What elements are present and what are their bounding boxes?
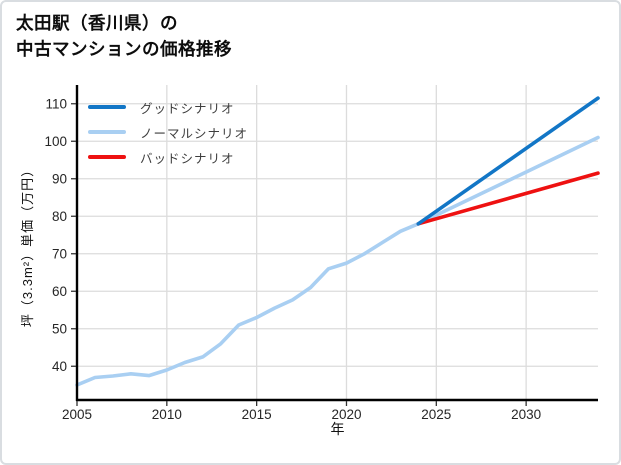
x-tick-label: 2030	[511, 407, 541, 422]
x-tick-label: 2005	[62, 407, 92, 422]
y-tick-label: 100	[44, 134, 67, 149]
legend-item-good-scenario: グッドシナリオ	[88, 99, 248, 116]
y-tick-label: 40	[52, 359, 67, 374]
legend-item-normal-scenario: ノーマルシナリオ	[88, 124, 249, 141]
x-axis-title: 年	[330, 421, 345, 437]
x-tick-label: 2010	[152, 407, 182, 422]
x-tick-label: 2015	[242, 407, 272, 422]
y-tick-label: 60	[52, 284, 67, 299]
y-tick-label: 110	[45, 96, 67, 111]
series-line-good-scenario	[416, 96, 600, 226]
title-line-1: 太田駅（香川県）の	[16, 13, 178, 33]
y-tick-label: 70	[52, 246, 67, 261]
x-tick-label: 2020	[331, 407, 361, 422]
y-tick-label: 50	[52, 321, 67, 336]
legend-label: ノーマルシナリオ	[140, 126, 249, 141]
legend-item-bad-scenario: バッドシナリオ	[88, 149, 248, 166]
legend-swatch-good-line	[88, 105, 126, 109]
legend-swatch-normal-line	[88, 130, 126, 134]
page-title: 太田駅（香川県）の 中古マンションの価格推移	[16, 10, 232, 63]
title-line-2: 中古マンションの価格推移	[16, 39, 232, 60]
legend-label: グッドシナリオ	[140, 101, 235, 116]
legend-label: バッドシナリオ	[140, 151, 235, 166]
legend-swatch-bad-line	[88, 155, 126, 159]
chart-legend: グッドシナリオ ノーマルシナリオ バッドシナリオ	[88, 99, 249, 166]
y-axis-title: 坪（3.3m²）単価（万円）	[20, 162, 35, 328]
y-tick-label: 90	[52, 171, 67, 186]
y-tick-label: 80	[52, 209, 67, 224]
series-line-bad-scenario	[416, 171, 600, 226]
series-line-normal-scenario	[75, 135, 600, 387]
x-tick-label: 2025	[421, 407, 451, 422]
